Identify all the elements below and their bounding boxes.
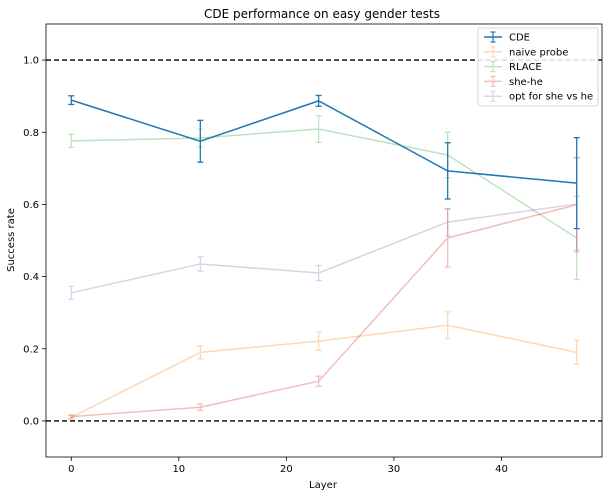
y-tick-label: 0.0 [23, 416, 39, 427]
legend-label-cde: CDE [509, 33, 530, 44]
series-naive-probe [68, 311, 580, 421]
y-axis: 0.0 0.2 0.4 0.6 0.8 1.0 [23, 56, 46, 427]
plot-area [46, 59, 602, 422]
series-line [71, 128, 578, 239]
y-tick-label: 0.2 [23, 344, 39, 355]
series-line [71, 99, 577, 184]
series-rlace [68, 115, 580, 281]
legend: CDE naive probe RLACE she-he opt for she vs … [477, 27, 599, 107]
legend-marker-cde [484, 31, 502, 43]
plot-frame [45, 23, 603, 458]
series-line [71, 203, 577, 294]
x-tick-label: 0 [68, 464, 74, 475]
y-tick-label: 0.6 [23, 200, 39, 211]
x-tick-label: 10 [172, 464, 185, 475]
chart-title: CDE performance on easy gender tests [204, 7, 440, 21]
series-cde [68, 94, 580, 230]
legend-label-naive-probe: naive probe [509, 47, 568, 58]
legend-marker-opt-for-she-vs-he [484, 90, 502, 102]
y-tick-label: 1.0 [23, 56, 39, 67]
legend-label-rlace: RLACE [509, 62, 542, 73]
x-axis: 0 10 20 30 40 [68, 457, 508, 475]
series-opt-for-she-vs-he [68, 157, 580, 300]
legend-label-she-he: she-he [509, 77, 543, 88]
series-line [70, 324, 577, 418]
legend-marker-she-he [484, 75, 502, 88]
y-tick-label: 0.4 [23, 272, 39, 283]
series-she-he [68, 156, 580, 419]
legend-marker-naive-probe [484, 46, 502, 58]
legend-box [477, 27, 599, 107]
x-tick-label: 20 [280, 464, 293, 475]
y-tick-label: 0.8 [23, 128, 39, 139]
x-tick-label: 40 [495, 464, 508, 475]
series-line [71, 204, 577, 418]
legend-marker-rlace [484, 60, 502, 73]
y-axis-label: Success rate [6, 208, 17, 272]
x-tick-label: 30 [388, 464, 401, 475]
x-axis-label: Layer [309, 480, 338, 491]
legend-label-opt-for-she-vs-he: opt for she vs he [509, 92, 593, 103]
